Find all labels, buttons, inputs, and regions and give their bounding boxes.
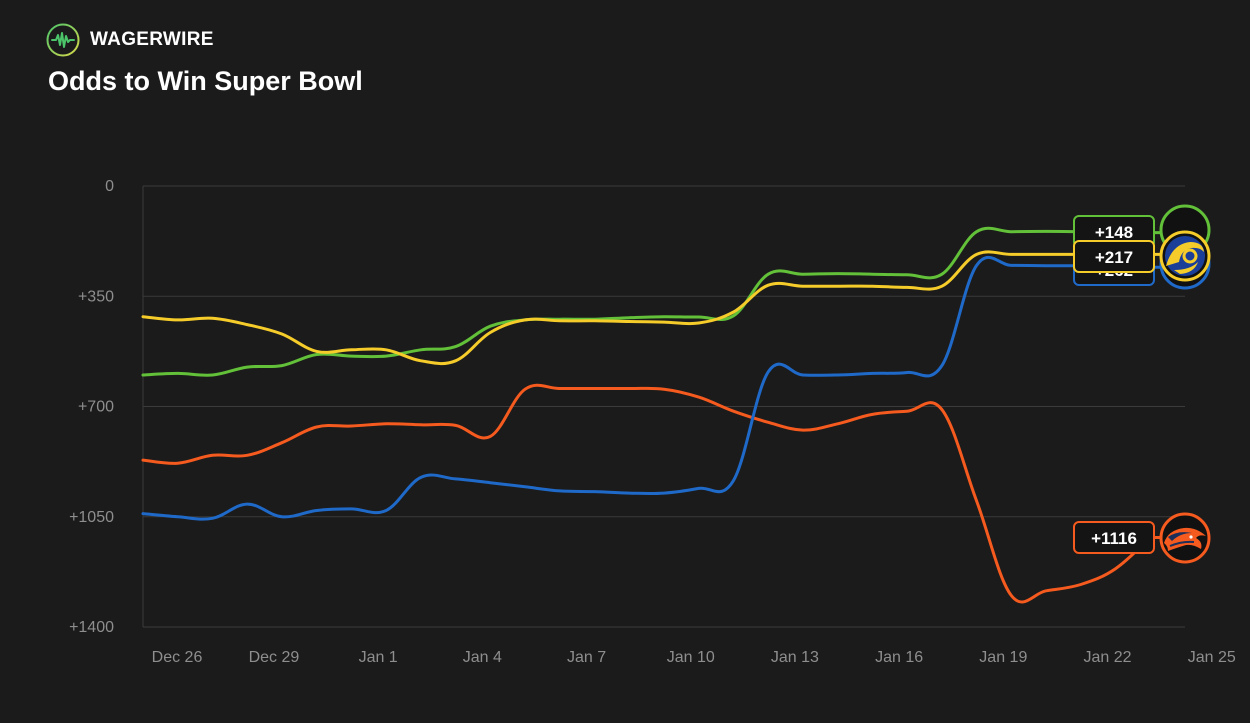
brand-name: WAGERWIRE [90, 29, 214, 50]
x-tick-label: Jan 4 [463, 649, 502, 666]
value-badge-label: +1116 [1091, 529, 1137, 548]
end-marker-denver-broncos: +1116 [1073, 512, 1211, 564]
value-badge-label: +217 [1095, 248, 1133, 267]
y-tick-label: +1050 [69, 509, 114, 526]
x-tick-label: Jan 22 [1084, 649, 1132, 666]
x-tick-label: Dec 29 [249, 649, 300, 666]
y-tick-label: +350 [78, 288, 114, 305]
x-tick-label: Jan 7 [567, 649, 606, 666]
x-tick-label: Jan 16 [875, 649, 923, 666]
end-markers: +262+148+1116+217 [1073, 204, 1211, 564]
value-badge-label: +148 [1095, 223, 1133, 242]
x-tick-label: Jan 25 [1188, 649, 1236, 666]
chart-title: Odds to Win Super Bowl [48, 66, 363, 96]
rams-logo-icon [1165, 236, 1205, 276]
y-tick-label: +1400 [69, 619, 114, 636]
value-badge [1073, 240, 1155, 273]
x-tick-label: Jan 10 [667, 649, 715, 666]
series-line-green-team [141, 226, 1163, 377]
x-tick-label: Dec 26 [152, 649, 203, 666]
series-line-blue-team [141, 255, 1163, 521]
y-tick-label: +700 [78, 399, 114, 416]
end-marker-los-angeles-rams: +217 [1073, 230, 1211, 282]
brand: WAGERWIRE [46, 23, 214, 57]
axes: 0 +350 +700 +1050 +1400 Dec 26 Dec 29 Jan 1 Jan … [69, 178, 1236, 666]
broncos-logo-icon [1164, 527, 1206, 551]
value-badge [1073, 521, 1155, 554]
series-lines [141, 226, 1163, 604]
grid [143, 185, 1185, 628]
x-tick-label: Jan 1 [359, 649, 398, 666]
pulse-circle-icon [46, 23, 80, 57]
x-tick-label: Jan 13 [771, 649, 819, 666]
series-line-los-angeles-rams [141, 250, 1163, 366]
y-tick-label: 0 [105, 178, 114, 195]
x-tick-label: Jan 19 [979, 649, 1027, 666]
series-line-denver-broncos [141, 383, 1163, 604]
